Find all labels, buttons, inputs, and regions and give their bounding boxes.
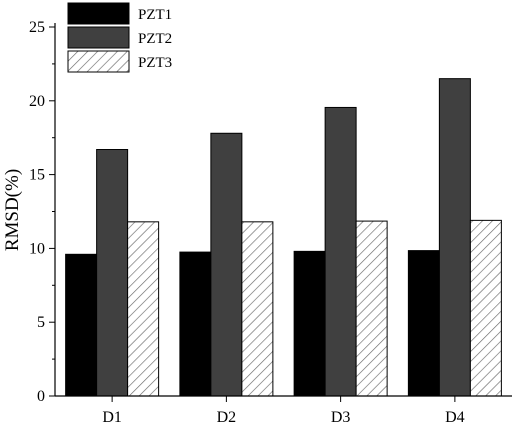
y-tick-label: 5 [37,314,45,331]
x-tick-label: D4 [445,409,465,424]
y-tick-label: 20 [29,93,45,110]
x-tick-label: D3 [331,409,351,424]
bar-pzt1-d2 [179,251,212,397]
bar-pzt2-d1 [96,149,129,397]
bar-pzt3-d2 [241,221,274,397]
bar-pzt1-d1 [65,253,98,397]
legend-swatch-pzt1 [67,2,130,25]
legend-label-pzt3: PZT3 [138,55,172,71]
legend-swatch-pzt3 [67,50,130,73]
legend-swatch-pzt2 [67,26,130,49]
bar-pzt1-d4 [407,250,440,397]
plot-area: D1 D2 D3 D4 0 5 10 15 20 25 [29,19,512,424]
y-tick-label: 15 [29,167,45,184]
y-axis-title: RMSD(%) [2,169,23,251]
bar-pzt1-d3 [293,250,326,397]
legend: PZT1 PZT2 PZT3 [67,2,172,73]
bar-pzt3-d1 [127,221,160,397]
legend-label-pzt2: PZT2 [138,31,172,47]
bar-pzt3-d3 [355,220,388,397]
x-tick-label: D2 [217,409,237,424]
y-tick-label: 0 [37,388,45,405]
legend-label-pzt1: PZT1 [138,7,172,23]
bar-pzt2-d4 [438,78,471,397]
y-tick-label: 25 [29,19,45,36]
y-tick-label: 10 [29,240,45,257]
x-tick-label: D1 [102,409,122,424]
bar-pzt3-d4 [469,219,502,397]
bar-pzt2-d3 [324,106,357,397]
bar-pzt2-d2 [210,132,243,397]
